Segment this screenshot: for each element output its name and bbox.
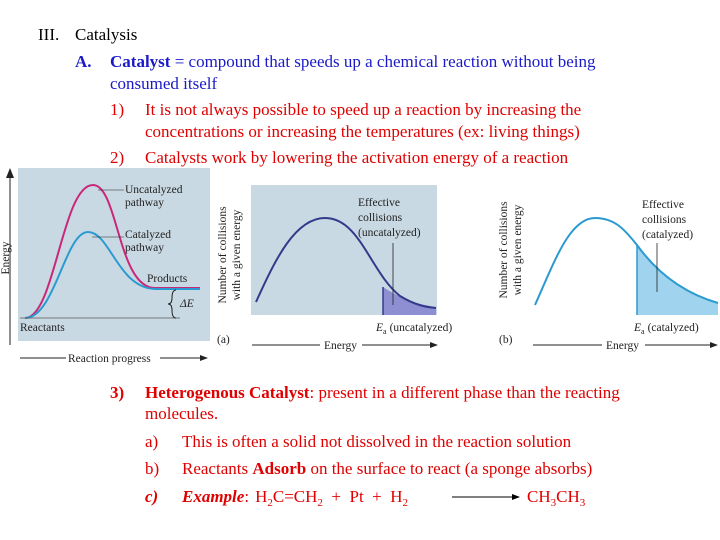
formula-part: H <box>255 487 267 506</box>
text: Catalysts work by lowering the activatio… <box>145 148 569 167</box>
ea-label: Ea (catalyzed) <box>633 322 699 336</box>
term: Heterogenous Catalyst <box>145 383 310 402</box>
arrow <box>200 355 208 361</box>
formula-part: + Pt + H <box>323 487 403 506</box>
note: Effective <box>642 199 684 211</box>
label: pathway <box>125 197 164 209</box>
ea-sub: a <box>383 327 387 336</box>
bracket <box>167 289 177 319</box>
point-a: Catalyst = compound that speeds up a che… <box>110 52 596 71</box>
formula-part: CH <box>556 487 580 506</box>
figure-b: Number of collisions with a given energy… <box>498 199 719 352</box>
ea: E <box>375 322 383 334</box>
colon: : <box>244 487 249 506</box>
catalyzed-curve <box>24 230 200 319</box>
formula-part: C=CH <box>273 487 318 506</box>
heading-title: Catalysis <box>75 25 137 44</box>
note: Effective <box>358 197 400 209</box>
subscript: 3 <box>580 497 586 509</box>
marker: 2) <box>110 148 124 167</box>
panel <box>251 185 437 315</box>
subscript: 2 <box>403 497 409 509</box>
arrow <box>710 342 718 348</box>
item3: Heterogenous Catalyst: present in a diff… <box>145 383 620 402</box>
arrow <box>6 168 14 178</box>
marker: A. <box>75 52 92 71</box>
y-label: with a given energy <box>231 209 243 300</box>
text: molecules. <box>145 404 218 423</box>
shaded-region <box>637 245 718 315</box>
curve <box>534 216 719 306</box>
y-label: Number of collisions <box>498 201 510 299</box>
x-label: Energy <box>324 340 357 352</box>
marker: 3) <box>110 383 124 402</box>
marker: c) <box>145 487 158 506</box>
ea-note: (catalyzed) <box>648 322 699 334</box>
note: collisions <box>642 214 687 226</box>
ea-note: (uncatalyzed) <box>390 322 453 334</box>
arrow-head <box>512 494 520 500</box>
panel <box>18 168 210 341</box>
y-label: Number of collisions <box>217 206 229 304</box>
label: Catalyzed <box>125 229 171 241</box>
formula: CH3CH3 <box>527 487 586 509</box>
text: Reactants <box>182 459 248 478</box>
x-label: Energy <box>606 340 639 352</box>
heading-numeral: III. <box>38 25 59 44</box>
label: Example <box>181 487 245 506</box>
label: Uncatalyzed <box>125 184 183 196</box>
term: Catalyst <box>110 52 171 71</box>
delta: ΔE <box>179 298 194 310</box>
label: Products <box>147 273 188 285</box>
panel-label: (b) <box>499 334 513 346</box>
uncatalyzed-curve <box>24 183 200 319</box>
ea: E <box>633 322 641 334</box>
text: on the surface to react (a sponge absorb… <box>310 459 592 478</box>
formula: H2C=CH2 + Pt + H2 <box>255 487 408 509</box>
note: (uncatalyzed) <box>358 227 421 239</box>
note: (catalyzed) <box>642 229 693 241</box>
curve <box>255 216 437 309</box>
formula: CH3CH3 <box>527 487 586 509</box>
marker: a) <box>145 432 158 451</box>
label: pathway <box>125 242 164 254</box>
subscript: 3 <box>551 497 557 509</box>
text: consumed itself <box>110 74 218 93</box>
subscript: 2 <box>317 497 323 509</box>
ea-label: Ea (uncatalyzed) <box>375 322 452 336</box>
y-label: with a given energy <box>512 204 524 295</box>
text: = compound that speeds up a chemical rea… <box>175 52 596 71</box>
text: Reactants Adsorb on the surface to react… <box>182 459 592 478</box>
label: Reactants <box>20 322 65 334</box>
y-label: Energy <box>0 241 12 274</box>
text: concentrations or increasing the tempera… <box>145 122 580 141</box>
panel-label: (a) <box>217 334 230 346</box>
ea-sub: a <box>641 327 645 336</box>
text: : present in a different phase than the … <box>309 383 620 402</box>
example: Example: H2C=CH2 + Pt + H2 <box>181 487 408 509</box>
term: Adsorb <box>252 459 306 478</box>
subscript: 2 <box>267 497 273 509</box>
text: It is not always possible to speed up a … <box>145 100 581 119</box>
arrow <box>430 342 438 348</box>
formula-part: CH <box>527 487 551 506</box>
text: This is often a solid not dissolved in t… <box>182 432 572 451</box>
note: collisions <box>358 212 403 224</box>
pathway-figure: Energy ΔE Uncatalyzed pathway Catalyzed … <box>0 168 210 365</box>
marker: 1) <box>110 100 124 119</box>
x-label: Reaction progress <box>68 353 151 365</box>
figure-a: Number of collisions with a given energy… <box>217 185 452 352</box>
marker: b) <box>145 459 159 478</box>
